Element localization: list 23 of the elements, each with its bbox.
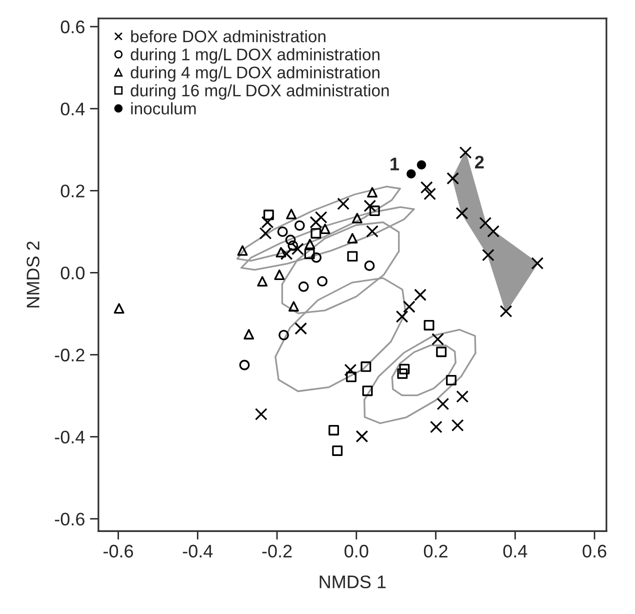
x-tick-label: -0.6 bbox=[104, 544, 134, 558]
y-tick-label: 0.6 bbox=[60, 20, 84, 34]
annotation: 1 bbox=[390, 158, 400, 170]
x-tick-label: -0.4 bbox=[182, 544, 213, 558]
legend-label: during 1 mg/L DOX administration bbox=[130, 48, 380, 64]
legend-label: inoculum bbox=[131, 102, 196, 114]
y-tick-label: -0.6 bbox=[54, 512, 84, 526]
x-tick-label: 0.6 bbox=[582, 544, 606, 558]
annotation: 2 bbox=[475, 156, 484, 168]
legend-label: during 4 mg/L DOX administration bbox=[130, 66, 380, 82]
x-tick-label: 0.0 bbox=[344, 544, 368, 558]
y-tick-label: -0.4 bbox=[54, 430, 85, 444]
x-tick-label: -0.2 bbox=[262, 544, 292, 558]
y-tick-label: 0.4 bbox=[60, 102, 85, 116]
y-tick-label: -0.2 bbox=[54, 348, 84, 362]
y-axis-title: NMDS 2 bbox=[26, 242, 40, 308]
y-tick-label: 0.2 bbox=[60, 184, 84, 198]
x-axis-title: NMDS 1 bbox=[320, 576, 386, 588]
legend-label: during 16 mg/L DOX administration bbox=[130, 84, 389, 100]
legend-label: before DOX administration bbox=[131, 30, 326, 42]
x-tick-label: 0.4 bbox=[503, 544, 528, 558]
y-tick-label: 0.0 bbox=[60, 266, 85, 280]
x-tick-label: 0.2 bbox=[424, 544, 448, 558]
